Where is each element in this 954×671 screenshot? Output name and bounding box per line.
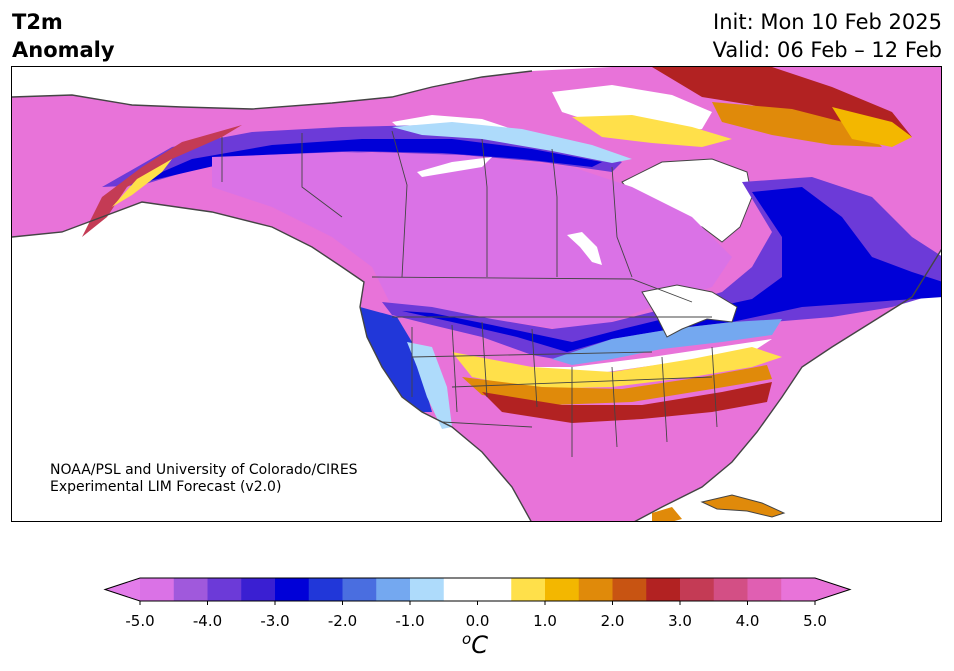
colorbar-segment xyxy=(173,578,208,601)
colorbar-under-arrow xyxy=(105,578,140,601)
colorbar-outline xyxy=(103,577,852,602)
south-warm-yellow xyxy=(452,347,782,389)
south-warm-red xyxy=(482,382,772,423)
valid-range: Valid: 06 Feb – 12 Feb xyxy=(712,38,942,62)
credit-block: NOAA/PSL and University of Colorado/CIRE… xyxy=(50,462,358,496)
colorbar-segment xyxy=(612,578,647,601)
colorbar-segment xyxy=(747,578,782,601)
colorbar-unit: oC xyxy=(462,630,488,659)
cold-band-core xyxy=(132,139,602,185)
title-left: T2m Anomaly xyxy=(12,8,115,64)
colorbar-segment xyxy=(275,578,310,601)
colorbar-segment xyxy=(511,578,546,601)
colorbar-segment xyxy=(376,578,411,601)
colorbar-tick-label: 3.0 xyxy=(668,612,692,630)
west-coast-cold xyxy=(360,307,432,412)
colorbar-segment xyxy=(241,578,276,601)
lake-winnipeg xyxy=(567,232,602,265)
cuba xyxy=(700,494,786,518)
colorbar-tick-label: -5.0 xyxy=(125,612,155,630)
mexico-south-orange xyxy=(652,507,682,521)
colorbar-segment xyxy=(680,578,715,601)
arctic-warm-yellow xyxy=(572,115,732,147)
colorbar-segment xyxy=(578,578,613,601)
colorbar-segment xyxy=(443,578,512,601)
colorbar-segment xyxy=(140,578,175,601)
interior-purple xyxy=(212,152,732,332)
cold-band-light xyxy=(392,122,632,163)
credit-line-2: Experimental LIM Forecast (v2.0) xyxy=(50,479,282,495)
colorbar-segment xyxy=(410,578,445,601)
arctic-white-2 xyxy=(552,85,712,135)
colorbar-segment xyxy=(308,578,343,601)
variable-name: T2m xyxy=(12,10,63,34)
init-date: Init: Mon 10 Feb 2025 xyxy=(713,10,942,34)
great-slave-lake xyxy=(417,157,492,177)
anomaly-map: NOAA/PSL and University of Colorado/CIRE… xyxy=(11,66,942,522)
colorbar-tick-label: -2.0 xyxy=(327,612,358,630)
colorbar-segment xyxy=(545,578,580,601)
colorbar-segment xyxy=(781,578,816,601)
colorbar-tick-label: -4.0 xyxy=(192,612,223,630)
south-warm-orange xyxy=(462,365,772,405)
greenland-yellow xyxy=(832,107,912,147)
colorbar-tick-label: -1.0 xyxy=(395,612,425,630)
colorbar-segment xyxy=(646,578,681,601)
colorbar-segment xyxy=(713,578,748,601)
coastline xyxy=(12,70,941,521)
colorbar-tick-label: -3.0 xyxy=(260,612,290,630)
credit-line-1: NOAA/PSL and University of Colorado/CIRE… xyxy=(50,462,358,478)
west-coast-light xyxy=(407,342,452,429)
colorbar-segment xyxy=(342,578,377,601)
unit-text: oC xyxy=(462,630,488,659)
colorbar-tick-label: 5.0 xyxy=(803,612,827,630)
arctic-warm-orange xyxy=(712,102,882,147)
colorbar-segment xyxy=(207,578,242,601)
variable-subtitle: Anomaly xyxy=(12,38,115,62)
alaska-warm-yellow xyxy=(112,159,172,207)
great-lakes xyxy=(641,284,738,338)
colorbar-tick-label: 4.0 xyxy=(735,612,760,630)
map-svg xyxy=(12,67,941,521)
east-cold-light xyxy=(552,319,782,365)
colorbar-tick-label: 2.0 xyxy=(600,612,625,630)
colorbar-tick-label: 1.0 xyxy=(533,612,557,630)
admin-borders xyxy=(221,130,718,457)
title-right: Init: Mon 10 Feb 2025 Valid: 06 Feb – 12… xyxy=(713,8,942,64)
colorbar-tick-label: 0.0 xyxy=(465,612,490,630)
colorbar-over-arrow xyxy=(815,578,850,601)
east-cold-core xyxy=(402,187,941,352)
